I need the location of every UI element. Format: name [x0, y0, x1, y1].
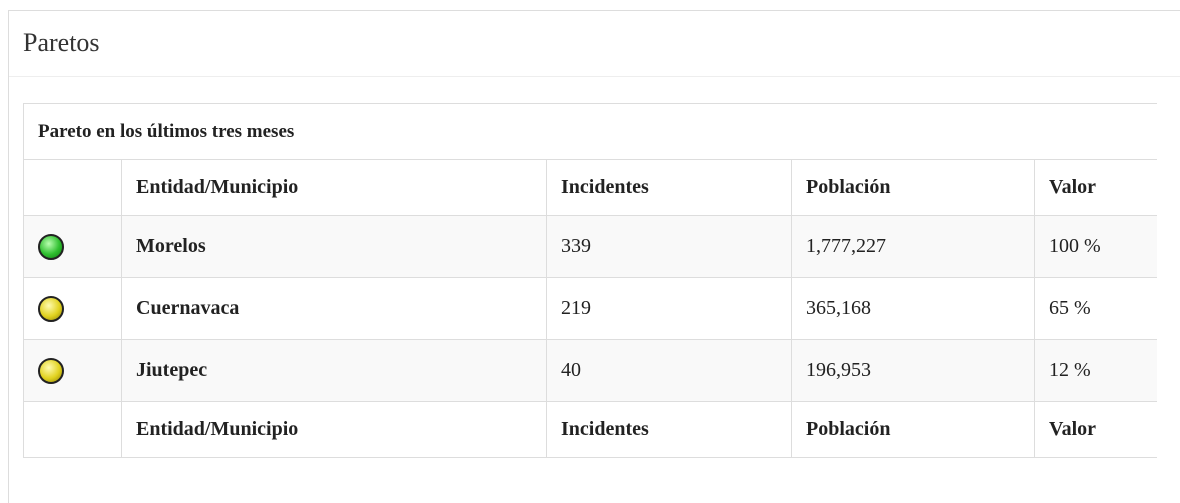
- footer-cell: [23, 401, 122, 458]
- table-row: Jiutepec 40 196,953 12 %: [23, 339, 1157, 402]
- panel: Paretos Pareto en los últimos tres meses…: [8, 10, 1180, 503]
- cell: Jiutepec: [121, 339, 547, 402]
- status-icon: [38, 233, 64, 260]
- header-cell: Incidentes: [546, 159, 792, 216]
- cell: 40: [546, 339, 792, 402]
- caption-row: Pareto en los últimos tres meses: [22, 103, 1157, 160]
- footer-cell: Valor: [1033, 401, 1157, 458]
- header-cell: Población: [791, 159, 1035, 216]
- cell: 196,953: [791, 339, 1035, 402]
- table-row: Cuernavaca 219 365,168 65 %: [23, 277, 1157, 340]
- cell: 219: [546, 277, 792, 340]
- cell: 65 %: [1033, 277, 1157, 340]
- footer-row: Entidad/Municipio Incidentes Población V…: [23, 401, 1157, 458]
- footer-cell: Entidad/Municipio: [121, 401, 547, 458]
- cell: 1,777,227: [791, 215, 1035, 278]
- panel-header: Paretos: [9, 11, 1180, 77]
- cell: Morelos: [121, 215, 547, 278]
- header-row: Entidad/Municipio Incidentes Población V…: [23, 159, 1157, 216]
- status-cell: [23, 277, 122, 340]
- table-row: Morelos 339 1,777,227 100 %: [23, 215, 1157, 278]
- header-cell: [23, 159, 122, 216]
- status-icon: [38, 295, 64, 322]
- panel-title: Paretos: [23, 28, 100, 57]
- cell: 365,168: [791, 277, 1035, 340]
- footer-cell: Incidentes: [546, 401, 792, 458]
- header-cell: Entidad/Municipio: [121, 159, 547, 216]
- pareto-table: Pareto en los últimos tres meses Entidad…: [22, 103, 1157, 458]
- cell: 100 %: [1033, 215, 1157, 278]
- footer-cell: Población: [791, 401, 1035, 458]
- cell: Cuernavaca: [121, 277, 547, 340]
- cell: 339: [546, 215, 792, 278]
- status-cell: [23, 339, 122, 402]
- status-cell: [23, 215, 122, 278]
- status-icon: [38, 357, 64, 384]
- cell: 12 %: [1033, 339, 1157, 402]
- header-cell: Valor: [1033, 159, 1157, 216]
- table-caption: Pareto en los últimos tres meses: [22, 103, 1157, 160]
